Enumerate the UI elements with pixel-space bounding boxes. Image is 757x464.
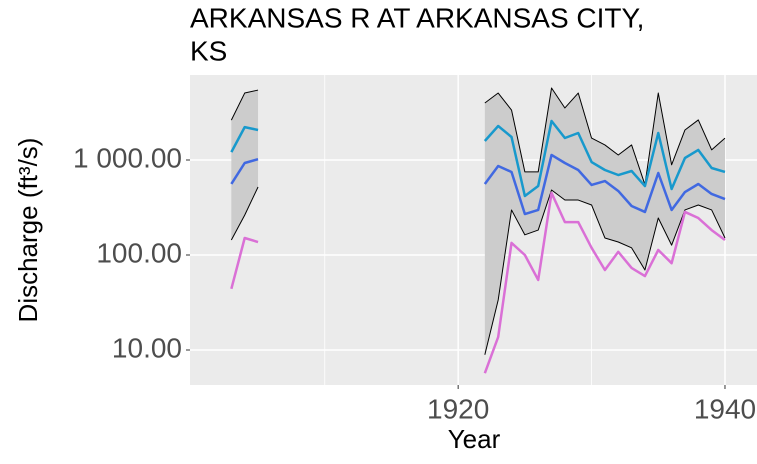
band-upper <box>230 89 259 121</box>
series-line <box>230 157 259 185</box>
x-axis-label: Year <box>448 424 501 454</box>
y-tick-label: 100.00 <box>96 237 182 268</box>
y-tick-label: 10.00 <box>112 332 182 363</box>
series-line <box>483 119 726 198</box>
chart-title: ARKANSAS R AT ARKANSAS CITY, <box>190 2 644 33</box>
series-line <box>230 125 259 153</box>
x-tick-label: 1920 <box>427 393 489 424</box>
y-tick-label: 1 000.00 <box>73 142 182 173</box>
y-axis-label: Discharge (ft³/s) <box>13 138 43 323</box>
series-line <box>483 153 726 216</box>
series-line <box>230 236 259 290</box>
chart-title: KS <box>190 35 227 66</box>
band-lower <box>484 189 726 355</box>
x-tick-label: 1940 <box>694 393 756 424</box>
band-lower <box>230 186 259 241</box>
band-upper <box>484 87 726 186</box>
series-line <box>483 191 726 374</box>
